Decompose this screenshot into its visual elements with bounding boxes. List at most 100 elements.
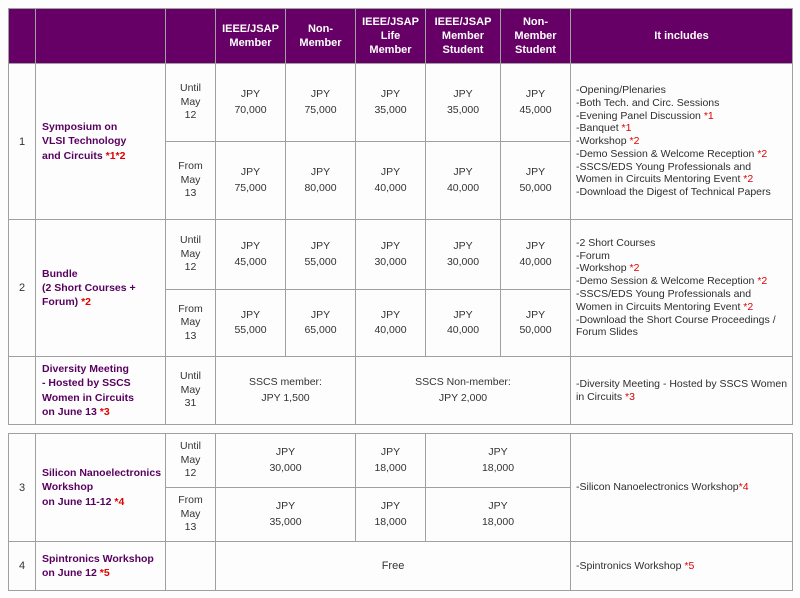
includes-item: -Workshop *2 [576, 135, 788, 148]
price-cell-nonmember: JPY 65,000 [285, 289, 356, 357]
price-cell-life-member: JPY 18,000 [355, 487, 426, 542]
includes-item: -2 Short Courses [576, 237, 788, 250]
row-name-text: Bundle (2 Short Courses + Forum) [42, 267, 136, 309]
price-cell-life-member: JPY 40,000 [355, 289, 426, 357]
includes-note: *4 [738, 481, 749, 494]
fees-table-main: IEEE/JSAP Member Non- Member IEEE/JSAP L… [8, 8, 793, 425]
includes-text: -Diversity Meeting - Hosted by SSCS Wome… [576, 377, 788, 403]
header-row: IEEE/JSAP Member Non- Member IEEE/JSAP L… [8, 8, 793, 64]
includes-cell: -Opening/Plenaries -Both Tech. and Circ.… [570, 63, 793, 220]
includes-item: -Demo Session & Welcome Reception *2 [576, 148, 788, 161]
price-cell-nonmember-student: JPY 40,000 [500, 219, 571, 290]
includes-text: -Evening Panel Discussion [576, 109, 704, 122]
row-name-cell: Bundle (2 Short Courses + Forum) *2 [35, 219, 166, 357]
free-cell: Free [215, 541, 571, 591]
row-name-text: Diversity Meeting - Hosted by SSCS Women… [42, 363, 134, 418]
includes-item: -Banquet *1 [576, 122, 788, 135]
date-cell: Until May 12 [165, 63, 216, 142]
includes-text: -Demo Session & Welcome Reception [576, 275, 758, 288]
price-cell-nonmember: JPY 80,000 [285, 141, 356, 220]
header-col-nonmember-student: Non- Member Student [500, 8, 571, 64]
header-blank-date [165, 8, 216, 64]
includes-text: -Workshop [576, 135, 630, 148]
includes-text: -Spintronics Workshop [576, 559, 685, 572]
includes-note: *2 [743, 300, 754, 313]
price-cell-students: JPY 18,000 [425, 433, 571, 488]
header-col-member-student: IEEE/JSAP Member Student [425, 8, 501, 64]
row-name-cell: Diversity Meeting - Hosted by SSCS Women… [35, 356, 166, 425]
header-col-life-member: IEEE/JSAP Life Member [355, 8, 426, 64]
price-cell-life-member: JPY 30,000 [355, 219, 426, 290]
includes-text: -SSCS/EDS Young Professionals and Women … [576, 288, 752, 313]
includes-text: -Both Tech. and Circ. Sessions [576, 96, 720, 109]
price-cell-member-student: JPY 35,000 [425, 63, 501, 142]
includes-text: -SSCS/EDS Young Professionals and Women … [576, 160, 752, 186]
includes-text: -Download the Digest of Technical Papers [576, 186, 771, 199]
row-name-note: *5 [99, 567, 110, 579]
diversity-row: Diversity Meeting - Hosted by SSCS Women… [8, 356, 793, 425]
includes-note: *1 [621, 122, 632, 135]
includes-item: -Evening Panel Discussion *1 [576, 110, 788, 123]
date-cell: Until May 12 [165, 219, 216, 290]
date-cell: Until May 31 [165, 356, 216, 425]
header-col-nonmember: Non- Member [285, 8, 356, 64]
includes-item: -SSCS/EDS Young Professionals and Women … [576, 161, 788, 187]
date-cell-empty [165, 541, 216, 591]
row-number-cell: 2 [8, 219, 36, 357]
date-cell: From May 13 [165, 289, 216, 357]
includes-note: *2 [743, 173, 754, 186]
includes-cell: -Silicon Nanoelectronics Workshop*4 [570, 433, 793, 542]
row-name-text: Spintronics Workshop on June 12 [42, 552, 154, 579]
row-name-note: *4 [114, 495, 125, 508]
symposium-until-row: 1 Symposium on VLSI Technology and Circu… [8, 63, 793, 220]
row-name-cell: Spintronics Workshop on June 12 *5 [35, 541, 166, 591]
includes-item: -Workshop *2 [576, 262, 788, 275]
row-name-note: *3 [99, 405, 110, 418]
row-name-note: *1*2 [105, 149, 126, 162]
date-cell: Until May 12 [165, 433, 216, 488]
price-cell-member: JPY 75,000 [215, 141, 286, 220]
includes-item: -Download the Digest of Technical Papers [576, 186, 788, 199]
price-cell-member: JPY 55,000 [215, 289, 286, 357]
row-number-cell: 3 [8, 433, 36, 542]
includes-item: -Diversity Meeting - Hosted by SSCS Wome… [576, 378, 788, 404]
header-blank-num [8, 8, 36, 64]
price-cell-nonmember: JPY 55,000 [285, 219, 356, 290]
price-cell-life-member: JPY 18,000 [355, 433, 426, 488]
includes-item: -Demo Session & Welcome Reception *2 [576, 275, 788, 288]
includes-note: *2 [757, 147, 768, 160]
includes-text: -Download the Short Course Proceedings /… [576, 313, 776, 339]
row-number-cell [8, 356, 36, 425]
includes-item: -SSCS/EDS Young Professionals and Women … [576, 288, 788, 314]
row-name-note: *2 [81, 296, 92, 309]
includes-note: *3 [625, 390, 635, 403]
includes-text: -Workshop [576, 262, 630, 275]
header-col-it-includes: It includes [570, 8, 793, 64]
row-number-cell: 1 [8, 63, 36, 220]
price-cell-nonmember-student: JPY 50,000 [500, 289, 571, 357]
fees-table-workshops: 3 Silicon Nanoelectronics Workshop on Ju… [8, 433, 793, 591]
includes-item: -Both Tech. and Circ. Sessions [576, 97, 788, 110]
includes-text: -Silicon Nanoelectronics Workshop [576, 481, 739, 494]
row-name-cell: Symposium on VLSI Technology and Circuit… [35, 63, 166, 220]
header-col-member: IEEE/JSAP Member [215, 8, 286, 64]
price-cell-member: JPY 70,000 [215, 63, 286, 142]
row-name-cell: Silicon Nanoelectronics Workshop on June… [35, 433, 166, 542]
price-cell-member-student: JPY 30,000 [425, 219, 501, 290]
price-cell-nonmember: JPY 75,000 [285, 63, 356, 142]
includes-text: -2 Short Courses [576, 236, 656, 249]
includes-item: -Spintronics Workshop *5 [576, 560, 788, 573]
snw-until-row: 3 Silicon Nanoelectronics Workshop on Ju… [8, 433, 793, 542]
price-cell-members: JPY 30,000 [215, 433, 356, 488]
spintronics-row: 4 Spintronics Workshop on June 12 *5 Fre… [8, 541, 793, 591]
price-cell-member-student: JPY 40,000 [425, 289, 501, 357]
includes-note: *2 [757, 275, 768, 288]
includes-text: -Forum [576, 249, 610, 262]
date-cell: From May 13 [165, 487, 216, 542]
price-cell-member-student: JPY 40,000 [425, 141, 501, 220]
includes-cell: -2 Short Courses -Forum -Workshop *2 -De… [570, 219, 793, 357]
price-cell-sscs-member: SSCS member: JPY 1,500 [215, 356, 356, 425]
row-name-text: Symposium on VLSI Technology and Circuit… [42, 121, 127, 162]
includes-note: *2 [629, 262, 640, 275]
